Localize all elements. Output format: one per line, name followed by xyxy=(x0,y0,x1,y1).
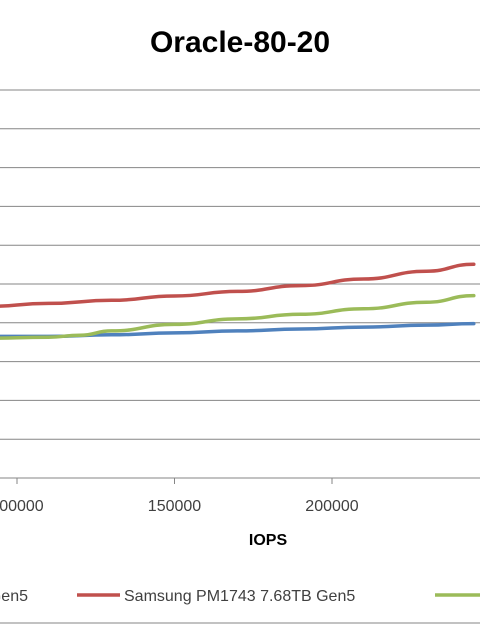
x-tick-label: 200000 xyxy=(305,498,358,515)
chart-title: Oracle-80-20 xyxy=(150,26,330,59)
legend: Gen5 Samsung PM1743 7.68TB Gen5 xyxy=(0,588,480,605)
legend-label-2: Samsung PM1743 7.68TB Gen5 xyxy=(124,588,355,605)
gridlines xyxy=(0,89,480,479)
series-line-2 xyxy=(0,262,476,308)
series-lines xyxy=(0,262,476,340)
series-line-3 xyxy=(0,293,476,340)
legend-label-1: Gen5 xyxy=(0,588,28,605)
x-tick-labels: 100000 150000 200000 xyxy=(0,478,359,515)
x-tick-label: 150000 xyxy=(148,498,201,515)
x-tick-label: 100000 xyxy=(0,498,44,515)
x-axis-title: IOPS xyxy=(249,532,288,549)
